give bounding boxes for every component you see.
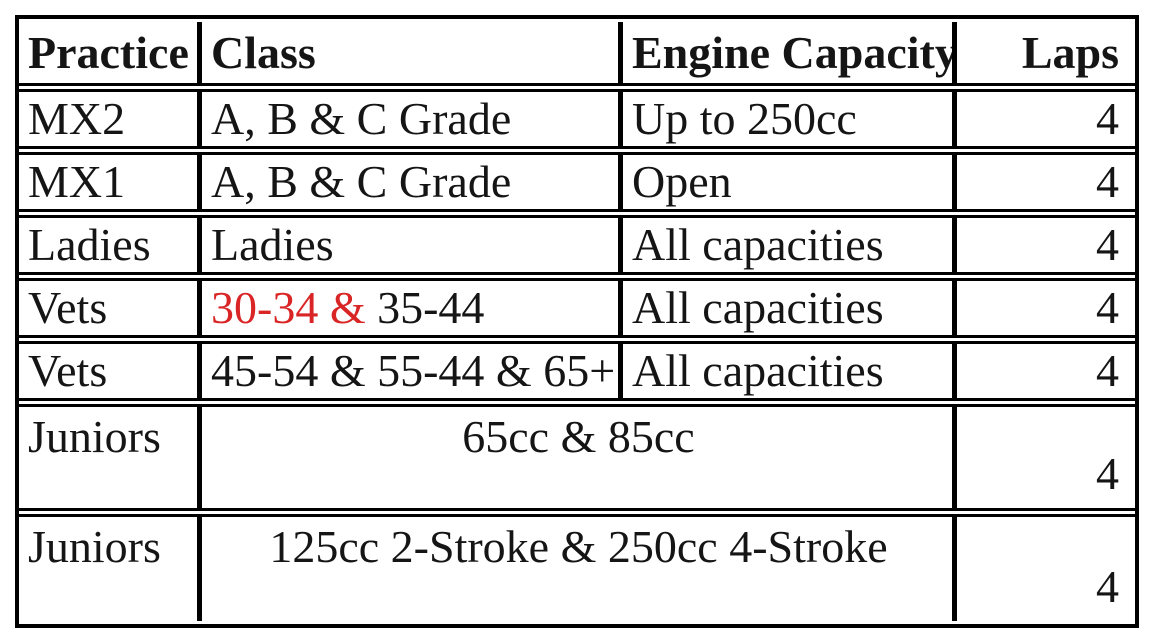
table-row-juniors-1: Juniors 65cc & 85cc 4 xyxy=(19,404,1135,511)
column-header-engine-capacity: Engine Capacity xyxy=(618,22,952,86)
table-row-juniors-2: Juniors 125cc 2-Stroke & 250cc 4-Stroke … xyxy=(19,514,1135,621)
class-age-range-black: 35-44 xyxy=(365,282,485,334)
cell-class-engine-merged: 125cc 2-Stroke & 250cc 4-Stroke xyxy=(197,514,952,621)
cell-laps: 4 xyxy=(952,152,1135,212)
cell-practice: MX1 xyxy=(19,152,197,212)
cell-class: A, B & C Grade xyxy=(197,89,618,149)
class-age-range-red: 30-34 & xyxy=(211,282,366,334)
cell-practice: Vets xyxy=(19,278,197,338)
cell-engine-capacity: All capacities xyxy=(618,215,952,275)
cell-practice: Ladies xyxy=(19,215,197,275)
cell-laps: 4 xyxy=(952,278,1135,338)
table-row-vets-1: Vets 30-34 & 35-44 All capacities 4 xyxy=(19,278,1135,338)
cell-class: 30-34 & 35-44 xyxy=(197,278,618,338)
table-row-vets-2: Vets 45-54 & 55-44 & 65+ All capacities … xyxy=(19,341,1135,401)
column-header-laps: Laps xyxy=(952,22,1135,86)
cell-engine-capacity: Open xyxy=(618,152,952,212)
cell-engine-capacity: Up to 250cc xyxy=(618,89,952,149)
cell-class-engine-merged: 65cc & 85cc xyxy=(197,404,952,511)
cell-laps: 4 xyxy=(952,89,1135,149)
cell-class: Ladies xyxy=(197,215,618,275)
table-row-mx1: MX1 A, B & C Grade Open 4 xyxy=(19,152,1135,212)
table-row-mx2: MX2 A, B & C Grade Up to 250cc 4 xyxy=(19,89,1135,149)
cell-class: A, B & C Grade xyxy=(197,152,618,212)
cell-practice: Juniors xyxy=(19,404,197,511)
column-header-class: Class xyxy=(197,22,618,86)
cell-practice: Vets xyxy=(19,341,197,401)
cell-engine-capacity: All capacities xyxy=(618,341,952,401)
practice-schedule-table: Practice Class Engine Capacity Laps MX2 … xyxy=(15,15,1139,628)
cell-practice: MX2 xyxy=(19,89,197,149)
cell-practice: Juniors xyxy=(19,514,197,621)
table-header-row: Practice Class Engine Capacity Laps xyxy=(19,22,1135,86)
cell-laps: 4 xyxy=(952,404,1135,511)
cell-laps: 4 xyxy=(952,215,1135,275)
column-header-practice: Practice xyxy=(19,22,197,86)
table-row-ladies: Ladies Ladies All capacities 4 xyxy=(19,215,1135,275)
cell-laps: 4 xyxy=(952,514,1135,621)
cell-laps: 4 xyxy=(952,341,1135,401)
cell-class: 45-54 & 55-44 & 65+ xyxy=(197,341,618,401)
cell-engine-capacity: All capacities xyxy=(618,278,952,338)
